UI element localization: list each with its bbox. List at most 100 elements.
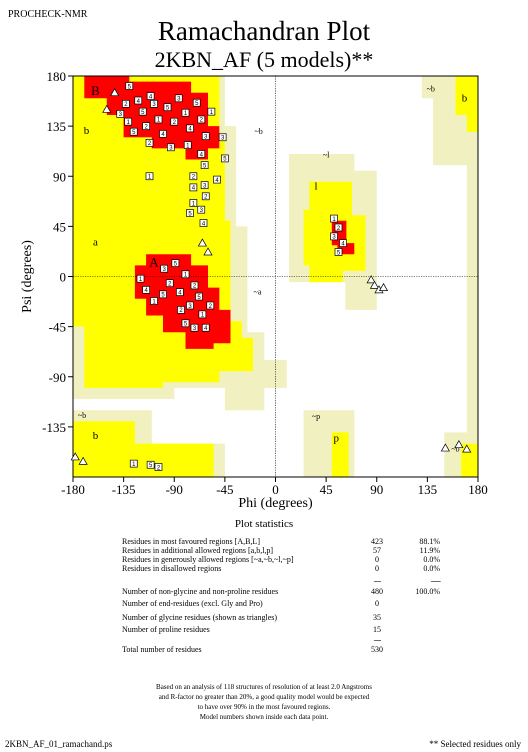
region-label: l: [314, 181, 317, 193]
x-tick-label: 0: [272, 482, 279, 497]
residue-point: 4: [201, 323, 210, 332]
residue-model-number: 1: [332, 217, 336, 223]
residue-square: [189, 172, 198, 181]
residue-model-number: 2: [173, 120, 177, 126]
residue-point: 3: [167, 143, 175, 152]
y-axis-label: Psi (degrees): [20, 240, 35, 313]
residue-model-number: 3: [203, 183, 207, 189]
stat-percent: 11.9%: [419, 546, 440, 555]
residue-model-number: 5: [128, 84, 132, 90]
chart-title: Ramachandran Plot: [157, 16, 371, 46]
x-tick-label: 90: [370, 482, 383, 497]
y-tick-label: 0: [60, 270, 67, 285]
residue-point: 5: [186, 209, 194, 217]
residue-model-number: 1: [157, 118, 161, 124]
residue-model-number: 5: [174, 261, 178, 267]
residue-square: [207, 107, 216, 116]
stat-separator: -----: [373, 636, 382, 644]
residue-square: [146, 460, 155, 469]
stat-label: Number of non-glycine and non-proline re…: [122, 587, 279, 596]
residue-square: [181, 319, 190, 328]
x-tick-label: 45: [320, 482, 333, 497]
stat-count: 0: [375, 555, 379, 564]
residue-square: [171, 259, 180, 267]
residue-model-number: 3: [193, 326, 197, 332]
residue-square: [189, 183, 198, 192]
stat-percent: 100.0%: [415, 587, 440, 596]
additional-region-right-bottom: [461, 443, 478, 477]
residue-square: [142, 286, 150, 294]
residue-point: 1: [181, 108, 190, 117]
residue-point: 4: [134, 96, 143, 105]
residue-point: 4: [146, 92, 155, 100]
y-tick-label: -45: [49, 320, 66, 335]
residue-model-number: 5: [197, 295, 201, 301]
residue-square: [221, 154, 229, 163]
residue-square: [339, 239, 347, 247]
residue-point: 3: [186, 301, 194, 310]
residue-square: [190, 281, 199, 290]
y-tick-label: -135: [42, 420, 66, 435]
stat-percent: 0.0%: [423, 555, 440, 564]
residue-model-number: 2: [124, 102, 128, 108]
note-line: and R-factor no greater than 20%, a good…: [158, 693, 370, 701]
glycine-triangle: [440, 443, 450, 452]
residue-point: 5: [129, 127, 138, 136]
residue-point: 3: [190, 323, 199, 332]
residue-square: [146, 92, 155, 100]
residue-model-number: 4: [178, 290, 182, 296]
residue-square: [136, 274, 145, 283]
glycine-triangle: [378, 282, 389, 291]
residue-point: 1: [181, 270, 190, 279]
stat-count: 0: [375, 564, 379, 573]
region-label: ~b: [254, 127, 262, 136]
region-label: ~b: [78, 411, 86, 420]
residue-point: 2: [154, 463, 163, 471]
stat-label: Residues in disallowed regions: [122, 564, 222, 573]
residue-point: 3: [197, 205, 206, 214]
residue-model-number: 1: [210, 110, 214, 116]
residue-point: 1: [145, 172, 154, 181]
stat-count: 35: [373, 613, 381, 622]
residue-square: [150, 297, 158, 305]
x-tick-label: -45: [216, 482, 233, 497]
residue-model-number: 1: [152, 299, 156, 305]
residue-point: 1: [198, 310, 207, 319]
glycine-triangle: [462, 444, 472, 453]
residue-model-number: 4: [204, 326, 208, 332]
residue-square: [201, 132, 210, 140]
residue-model-number: 2: [144, 124, 148, 130]
residue-square: [124, 117, 132, 126]
stat-count: 423: [371, 537, 383, 546]
residue-square: [330, 214, 338, 223]
residue-point: 5: [171, 259, 180, 267]
residue-model-number: 5: [223, 157, 227, 163]
glycine-triangle: [203, 247, 213, 256]
residue-point: 4: [186, 124, 194, 133]
residue-square: [218, 133, 227, 142]
residue-square: [129, 459, 138, 468]
footer-note: ** Selected residues only: [429, 739, 521, 749]
stat-count: 57: [373, 546, 381, 555]
glycine-triangle: [70, 452, 80, 461]
stat-count: 15: [373, 625, 381, 634]
residue-square: [200, 181, 209, 190]
residue-square: [116, 110, 125, 118]
residue-point: 1: [150, 297, 158, 305]
residue-model-number: 4: [137, 99, 141, 105]
region-label: ~l: [323, 150, 330, 159]
residue-model-number: 3: [200, 208, 204, 214]
residue-point: 3: [160, 264, 168, 273]
residue-square: [197, 205, 206, 214]
residue-model-number: 3: [177, 97, 181, 103]
additional-region-bridge: [185, 207, 220, 227]
residue-model-number: 4: [188, 127, 192, 133]
residue-model-number: 5: [166, 105, 170, 111]
residue-model-number: 4: [200, 152, 204, 158]
residue-square: [334, 248, 343, 256]
residue-point: 1: [154, 115, 163, 124]
residue-square: [195, 292, 203, 301]
residue-point: 2: [170, 117, 179, 126]
stat-percent: 88.1%: [419, 537, 440, 546]
residue-point: 4: [199, 219, 208, 227]
